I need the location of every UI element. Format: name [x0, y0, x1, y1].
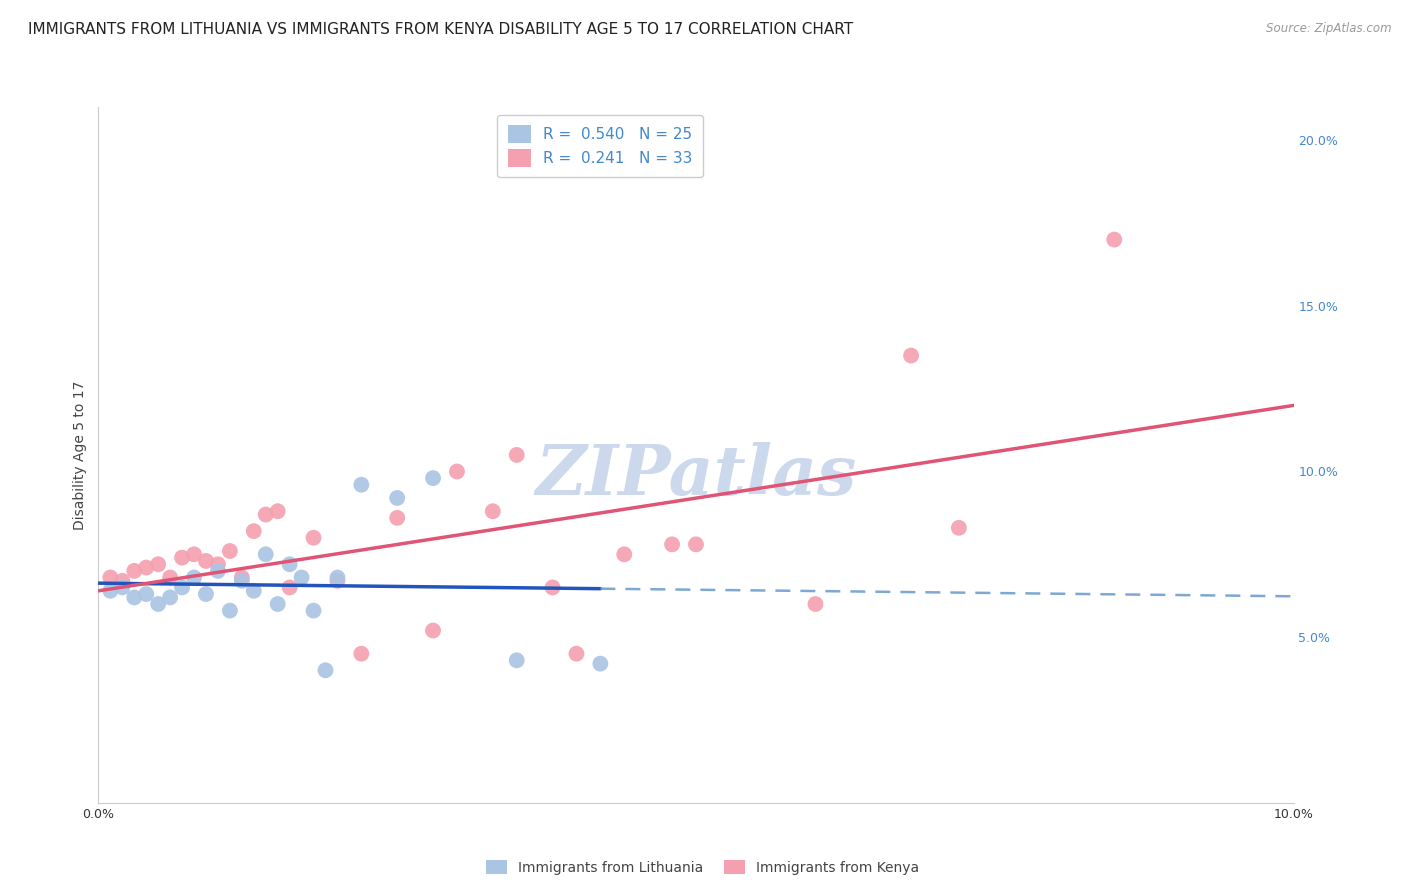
Point	[207, 558, 229, 572]
Point	[135, 560, 157, 574]
Point	[422, 624, 444, 638]
Point	[278, 558, 301, 572]
Point	[326, 570, 349, 584]
Point	[111, 581, 134, 595]
Legend: Immigrants from Lithuania, Immigrants from Kenya: Immigrants from Lithuania, Immigrants fr…	[481, 855, 925, 880]
Point	[422, 471, 444, 485]
Point	[183, 570, 205, 584]
Point	[183, 547, 205, 561]
Point	[243, 583, 266, 598]
Point	[350, 647, 373, 661]
Point	[124, 591, 146, 605]
Point	[135, 587, 157, 601]
Y-axis label: Disability Age 5 to 17: Disability Age 5 to 17	[73, 380, 87, 530]
Point	[315, 663, 337, 677]
Legend: R =  0.540   N = 25, R =  0.241   N = 33: R = 0.540 N = 25, R = 0.241 N = 33	[498, 115, 703, 178]
Point	[900, 349, 922, 363]
Point	[231, 574, 253, 588]
Point	[111, 574, 134, 588]
Point	[541, 581, 564, 595]
Point	[661, 537, 683, 551]
Point	[481, 504, 505, 518]
Point	[506, 448, 529, 462]
Point	[159, 591, 181, 605]
Point	[506, 653, 529, 667]
Point	[219, 544, 242, 558]
Text: ZIPatlas: ZIPatlas	[536, 442, 856, 509]
Point	[565, 647, 588, 661]
Point	[231, 570, 253, 584]
Text: Source: ZipAtlas.com: Source: ZipAtlas.com	[1267, 22, 1392, 36]
Point	[195, 587, 218, 601]
Point	[613, 547, 636, 561]
Text: IMMIGRANTS FROM LITHUANIA VS IMMIGRANTS FROM KENYA DISABILITY AGE 5 TO 17 CORREL: IMMIGRANTS FROM LITHUANIA VS IMMIGRANTS …	[28, 22, 853, 37]
Point	[195, 554, 218, 568]
Point	[685, 537, 707, 551]
Point	[100, 583, 122, 598]
Point	[243, 524, 266, 538]
Point	[291, 570, 314, 584]
Point	[278, 581, 301, 595]
Point	[254, 508, 277, 522]
Point	[589, 657, 612, 671]
Point	[1104, 233, 1126, 247]
Point	[948, 521, 970, 535]
Point	[385, 491, 409, 505]
Point	[207, 564, 229, 578]
Point	[172, 550, 194, 565]
Point	[267, 504, 290, 518]
Point	[148, 558, 170, 572]
Point	[302, 531, 325, 545]
Point	[267, 597, 290, 611]
Point	[350, 477, 373, 491]
Point	[254, 547, 277, 561]
Point	[148, 597, 170, 611]
Point	[100, 570, 122, 584]
Point	[302, 604, 325, 618]
Point	[446, 465, 468, 479]
Point	[172, 581, 194, 595]
Point	[159, 570, 181, 584]
Point	[219, 604, 242, 618]
Point	[124, 564, 146, 578]
Point	[804, 597, 827, 611]
Point	[326, 574, 349, 588]
Point	[385, 511, 409, 525]
